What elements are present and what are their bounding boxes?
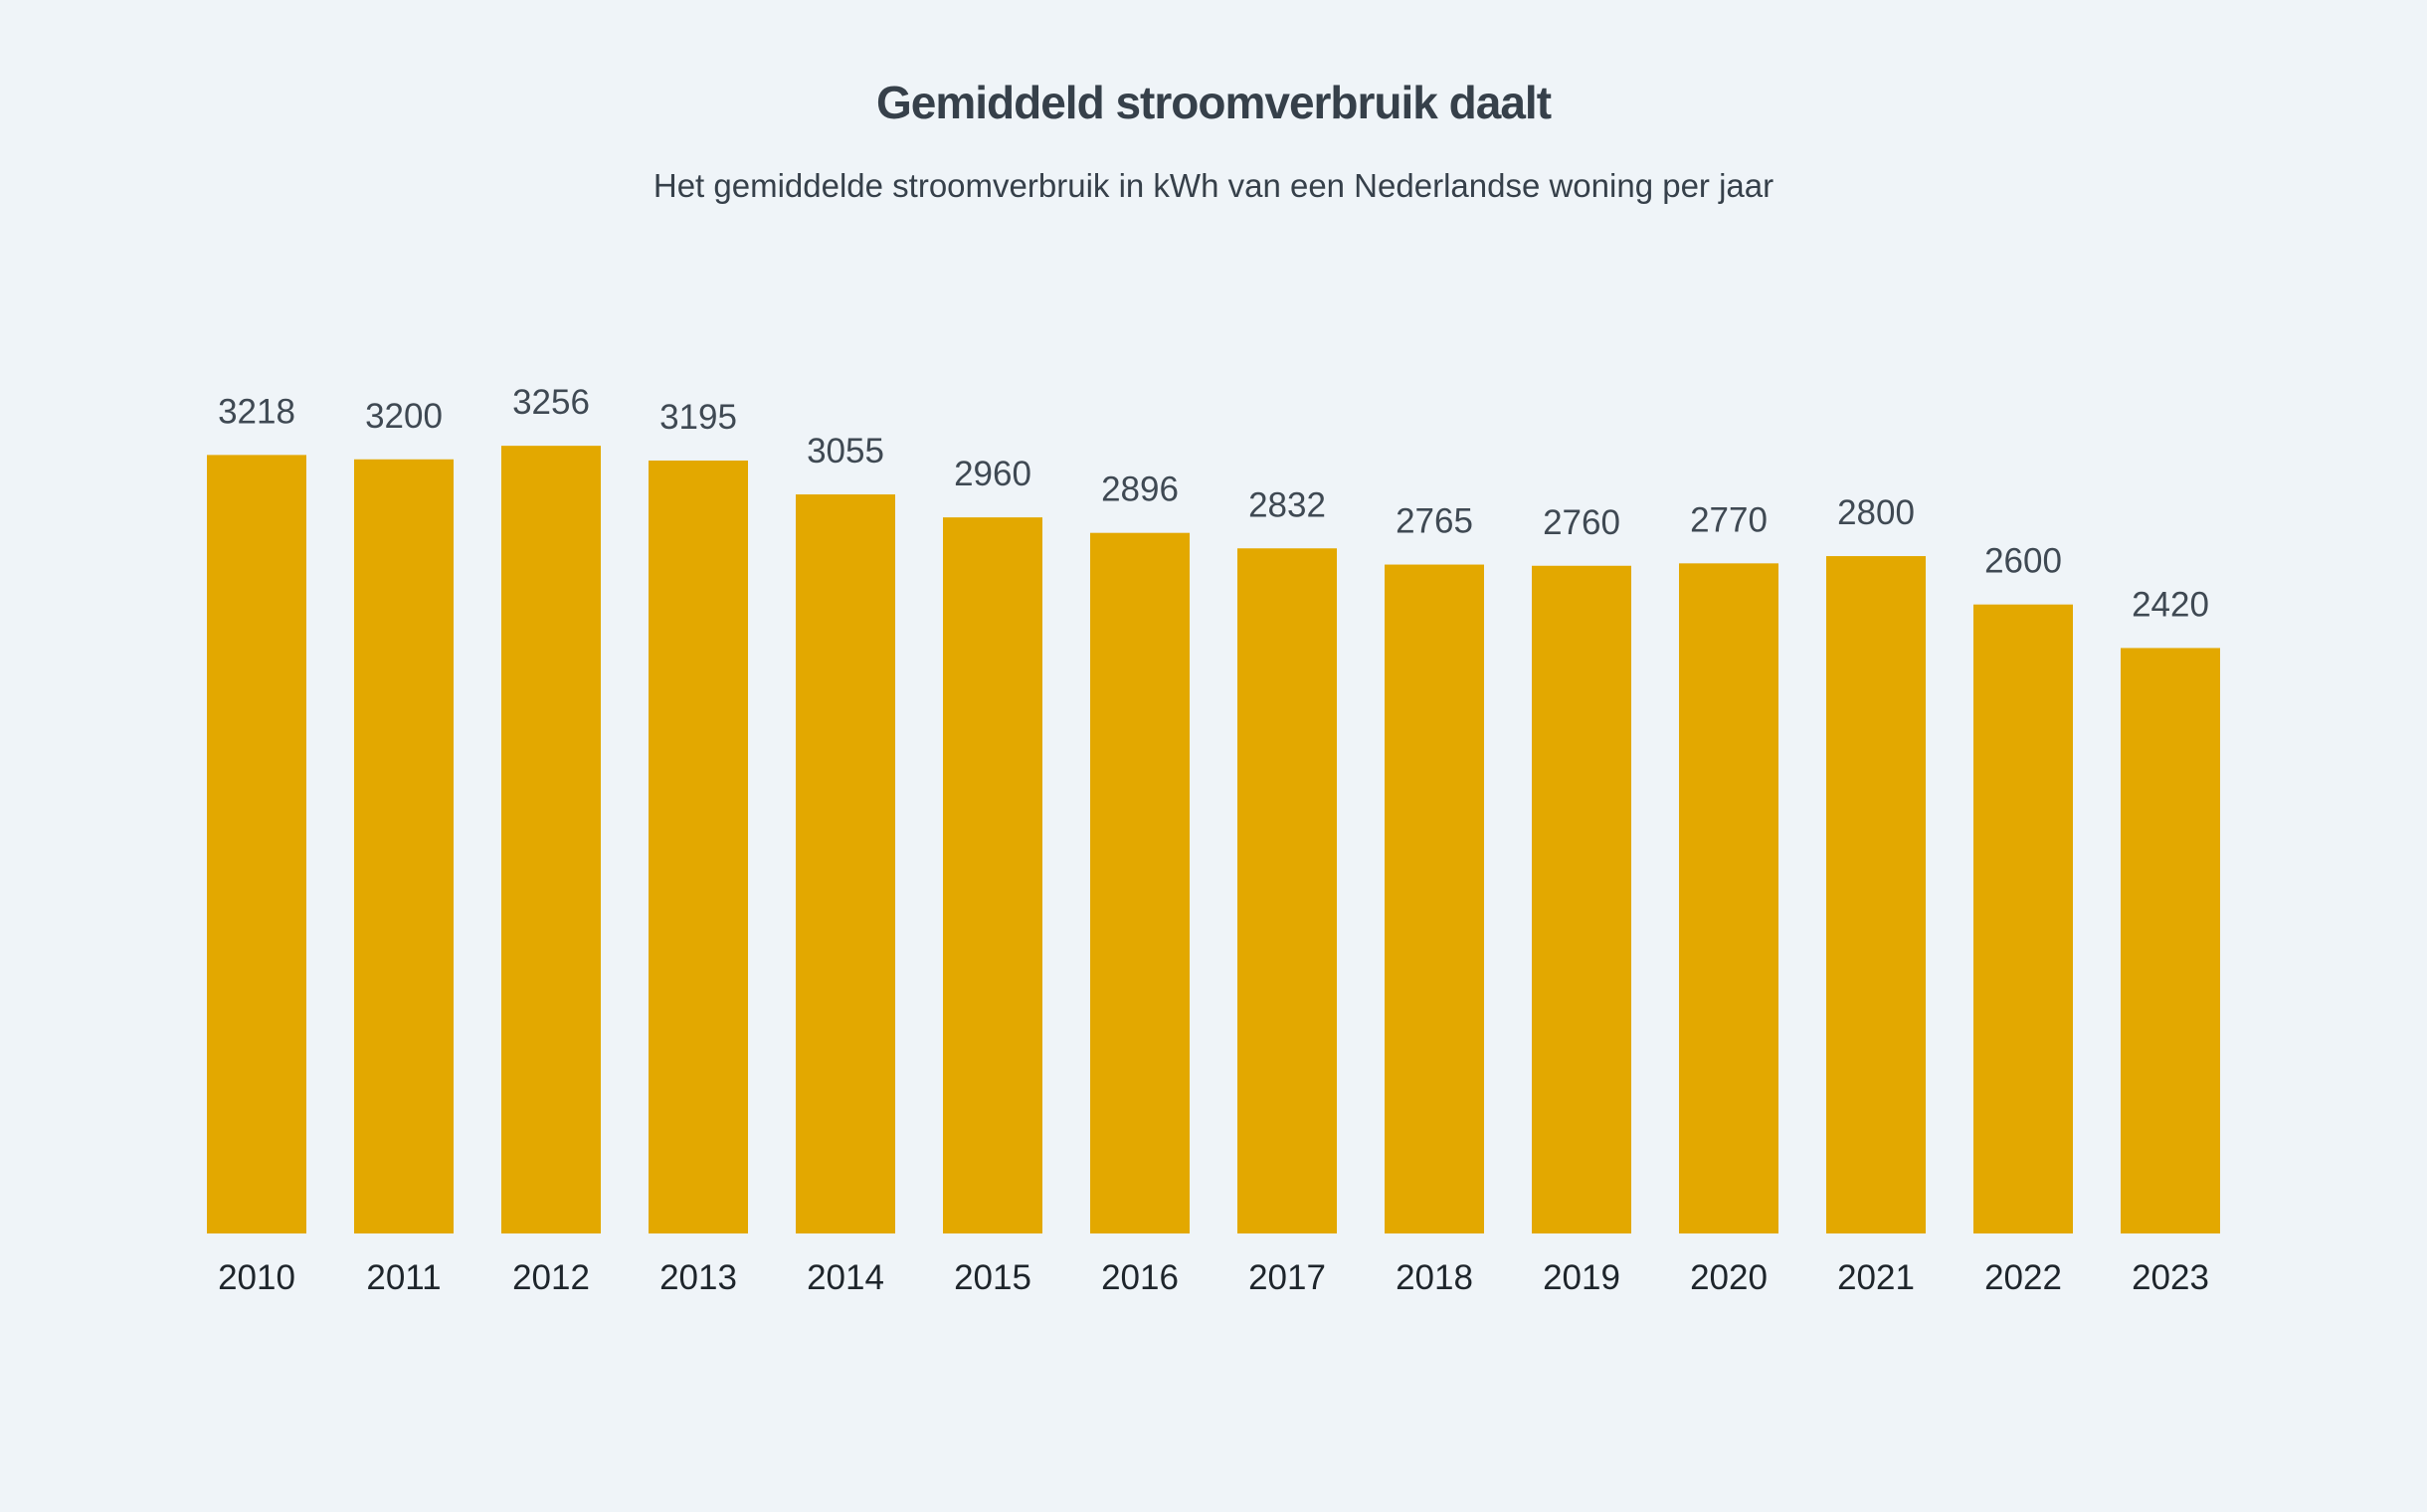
bar-2022 <box>1973 604 2073 1233</box>
value-label-2015: 2960 <box>954 455 1031 493</box>
bar-2014 <box>796 494 895 1233</box>
chart-subtitle: Het gemiddelde stroomverbruik in kWh van… <box>653 167 1774 204</box>
bar-2010 <box>207 455 306 1233</box>
x-tick-label-2022: 2022 <box>1984 1258 2062 1297</box>
chart-title: Gemiddeld stroomverbruik daalt <box>875 77 1552 128</box>
value-label-2016: 2896 <box>1101 471 1179 509</box>
bar-2017 <box>1237 548 1337 1233</box>
x-tick-label-2019: 2019 <box>1543 1258 1620 1297</box>
bar-2018 <box>1385 564 1484 1233</box>
value-label-2013: 3195 <box>659 398 737 437</box>
bar-2021 <box>1826 556 1926 1233</box>
x-tick-label-2015: 2015 <box>954 1258 1031 1297</box>
value-label-2010: 3218 <box>218 392 295 431</box>
value-label-2018: 2765 <box>1396 502 1473 541</box>
value-label-2014: 3055 <box>807 432 884 471</box>
x-tick-label-2016: 2016 <box>1101 1258 1179 1297</box>
value-label-2011: 3200 <box>365 397 443 436</box>
value-label-2017: 2832 <box>1248 485 1326 524</box>
value-label-2022: 2600 <box>1984 542 2062 581</box>
value-label-2021: 2800 <box>1837 493 1915 532</box>
x-tick-label-2010: 2010 <box>218 1258 295 1297</box>
bar-2019 <box>1532 565 1631 1233</box>
x-tick-label-2014: 2014 <box>807 1258 884 1297</box>
x-tick-label-2018: 2018 <box>1396 1258 1473 1297</box>
x-tick-label-2012: 2012 <box>512 1258 590 1297</box>
bar-2020 <box>1679 563 1778 1233</box>
value-label-2012: 3256 <box>512 383 590 422</box>
bar-2015 <box>943 517 1042 1233</box>
x-tick-label-2023: 2023 <box>2132 1258 2209 1297</box>
bar-2016 <box>1090 532 1190 1233</box>
x-tick-label-2013: 2013 <box>659 1258 737 1297</box>
value-label-2023: 2420 <box>2132 585 2209 624</box>
value-label-2019: 2760 <box>1543 503 1620 542</box>
bar-2011 <box>354 459 454 1233</box>
x-tick-label-2011: 2011 <box>366 1258 441 1297</box>
x-tick-label-2021: 2021 <box>1837 1258 1915 1297</box>
value-label-2020: 2770 <box>1690 500 1768 539</box>
x-tick-label-2020: 2020 <box>1690 1258 1768 1297</box>
x-tick-label-2017: 2017 <box>1248 1258 1326 1297</box>
bar-2013 <box>649 460 748 1233</box>
bar-2012 <box>501 446 601 1233</box>
bar-2023 <box>2121 648 2220 1233</box>
